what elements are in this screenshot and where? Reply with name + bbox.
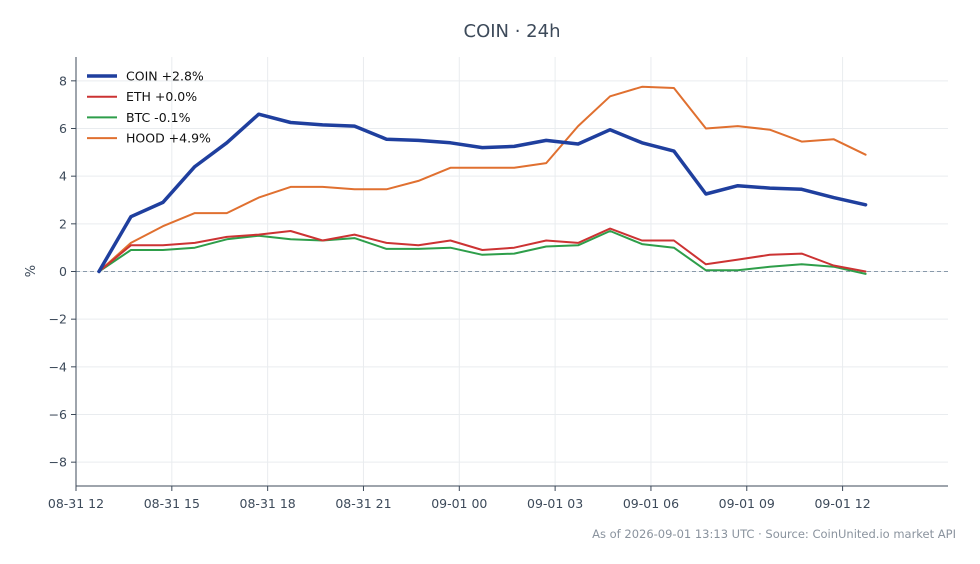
x-tick-labels: 08-31 12 08-31 15 08-31 18 08-31 21 09-01 00… <box>48 496 871 511</box>
legend-label-2: BTC -0.1% <box>126 110 191 125</box>
x-tick-label: 09-01 03 <box>527 496 583 511</box>
series-line-2 <box>98 230 867 275</box>
chart-title: COIN · 24h <box>464 21 561 42</box>
x-tick-label: 08-31 18 <box>240 496 296 511</box>
y-tick-label: −2 <box>49 312 67 327</box>
series-line-1 <box>98 227 867 273</box>
series-line-3 <box>98 85 867 273</box>
x-tick-label: 09-01 12 <box>814 496 870 511</box>
series-line-0 <box>97 112 868 274</box>
y-tick-label: 0 <box>59 264 67 279</box>
y-tick-label: 4 <box>59 169 67 184</box>
x-tick-label: 09-01 09 <box>719 496 775 511</box>
x-tick-label: 09-01 00 <box>431 496 487 511</box>
y-tick-label: 6 <box>59 121 67 136</box>
x-tick-label: 08-31 12 <box>48 496 104 511</box>
legend-label-0: COIN +2.8% <box>126 69 204 84</box>
x-tick-label: 08-31 21 <box>335 496 391 511</box>
y-tick-label: −4 <box>49 359 67 374</box>
y-tick-label: 2 <box>59 216 67 231</box>
legend: COIN +2.8% ETH +0.0% BTC -0.1% HOOD +4.9% <box>87 69 211 146</box>
y-tick-label: −6 <box>49 407 67 422</box>
axis-layer <box>71 57 948 491</box>
x-tick-label: 09-01 06 <box>623 496 679 511</box>
y-tick-labels: −8 −6 −4 −2 0 2 4 6 8 <box>49 73 67 469</box>
x-tick-label: 08-31 15 <box>144 496 200 511</box>
legend-label-1: ETH +0.0% <box>126 89 197 104</box>
legend-label-3: HOOD +4.9% <box>126 131 211 146</box>
footer-source: As of 2026-09-01 13:13 UTC · Source: Coi… <box>592 527 956 541</box>
y-axis-label: % <box>24 265 39 277</box>
series-layer <box>97 85 868 275</box>
y-tick-label: −8 <box>49 455 67 470</box>
y-tick-label: 8 <box>59 73 67 88</box>
